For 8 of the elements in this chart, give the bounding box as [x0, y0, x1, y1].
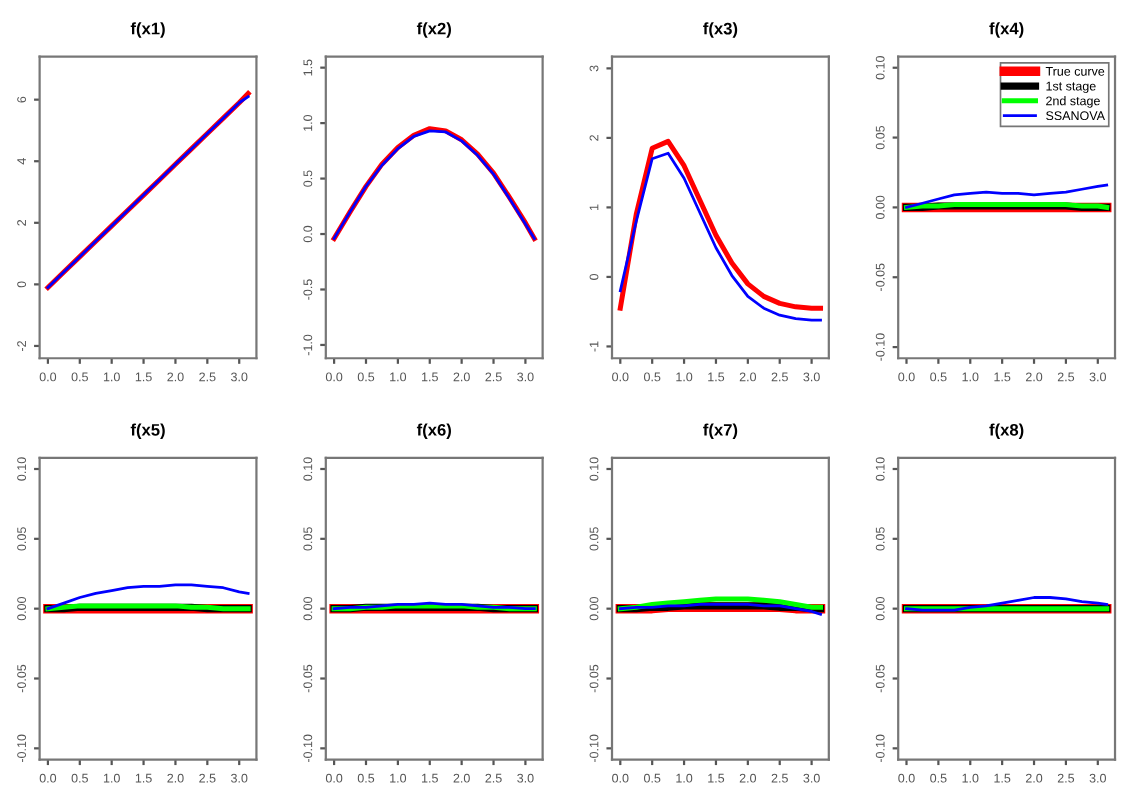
chart-title: f(x2)	[416, 22, 451, 38]
chart-title: f(x5)	[130, 423, 165, 440]
chart-title: f(x4)	[989, 22, 1024, 38]
chart-title: f(x8)	[989, 423, 1024, 440]
chart-title: f(x6)	[416, 423, 451, 440]
chart-title: f(x3)	[703, 22, 738, 38]
chart-title: f(x1)	[130, 22, 165, 38]
chart-title: f(x7)	[703, 423, 738, 440]
